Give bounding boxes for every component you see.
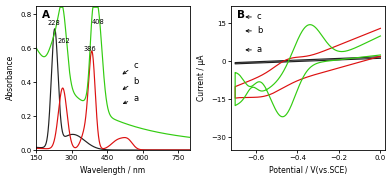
Text: 262: 262: [58, 38, 71, 44]
Text: c: c: [123, 60, 138, 74]
Text: 408: 408: [92, 19, 105, 25]
Text: B: B: [237, 10, 245, 20]
Text: a: a: [123, 94, 138, 104]
X-axis label: Wavelength / nm: Wavelength / nm: [80, 167, 145, 175]
Text: 228: 228: [47, 20, 60, 26]
X-axis label: Potential / V(vs.SCE): Potential / V(vs.SCE): [269, 167, 347, 175]
Text: 386: 386: [84, 46, 96, 52]
Text: A: A: [42, 10, 50, 20]
Text: c: c: [246, 12, 261, 22]
Text: b: b: [123, 77, 138, 89]
Text: b: b: [246, 26, 262, 35]
Y-axis label: Current / μA: Current / μA: [197, 54, 206, 101]
Y-axis label: Absorbance: Absorbance: [5, 55, 15, 100]
Text: a: a: [246, 45, 262, 54]
